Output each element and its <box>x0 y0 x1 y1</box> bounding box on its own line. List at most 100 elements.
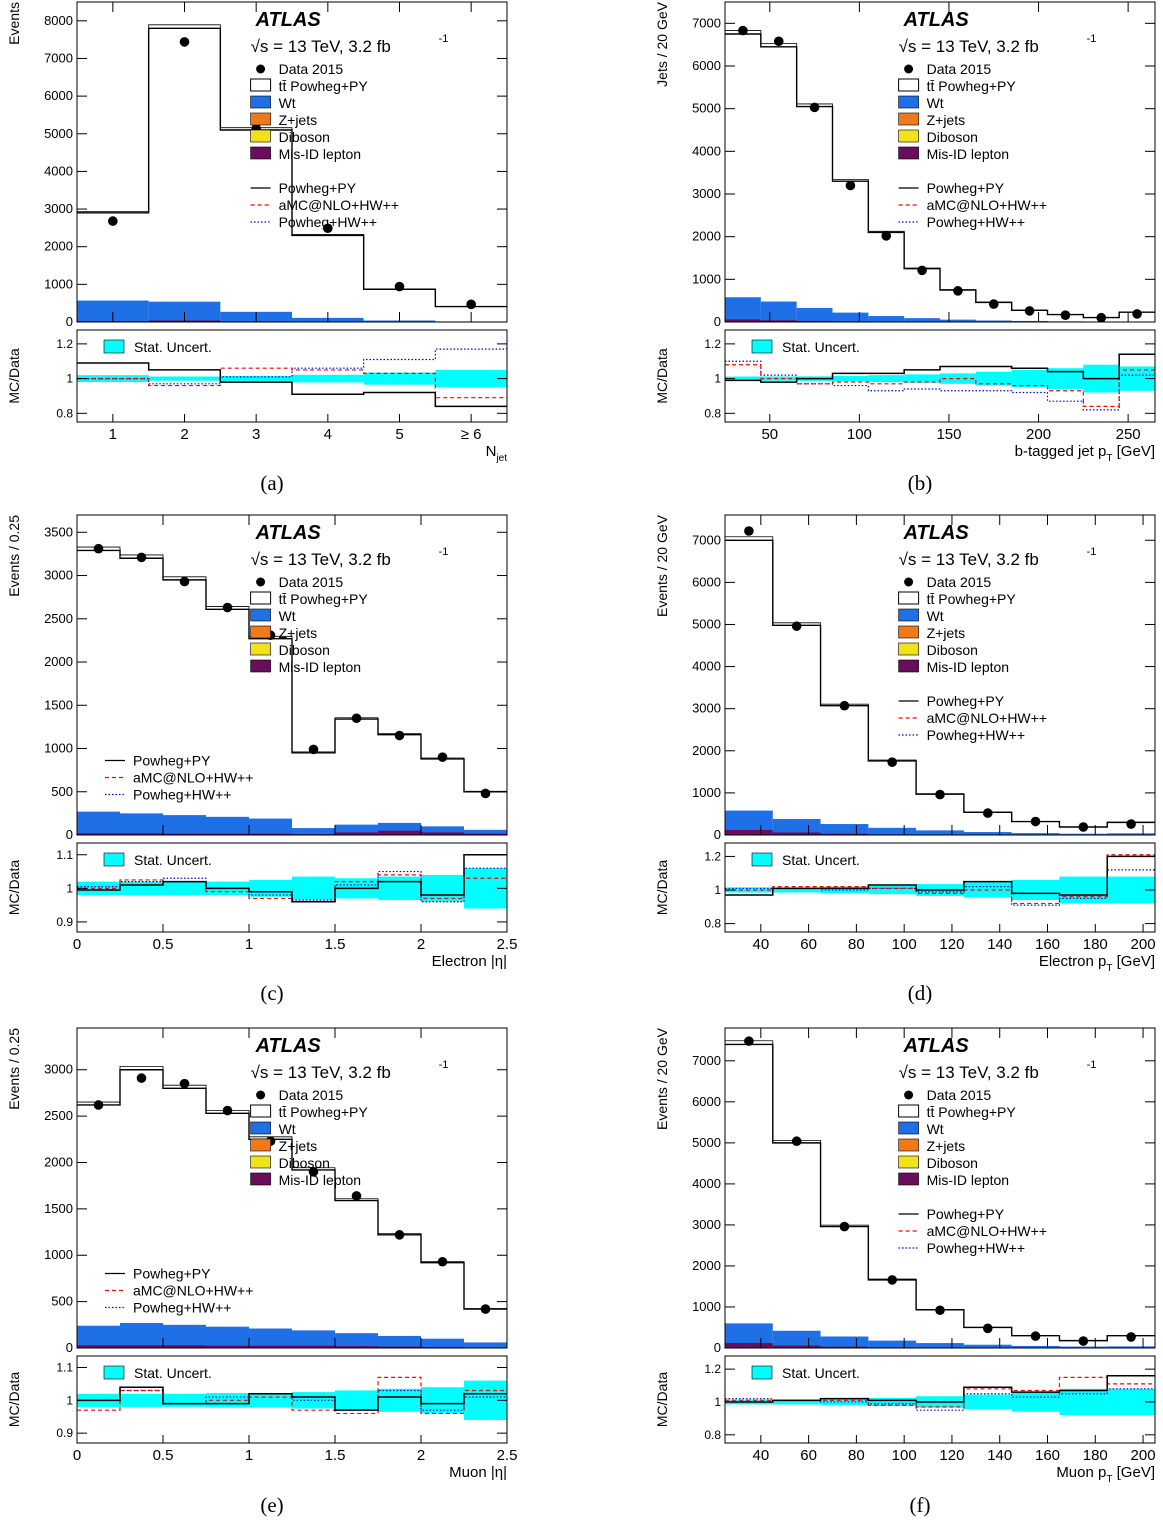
legend-label-ttbar: tt̄ Powheg+PY <box>927 1104 1017 1120</box>
legend-label-diboson: Diboson <box>927 129 978 145</box>
x-axis-label-main: Muon p <box>1056 1464 1106 1481</box>
legend-symbol-ttbar <box>250 78 272 92</box>
y-tick-label: 1000 <box>692 271 721 286</box>
wt-bar <box>163 1324 206 1348</box>
ratio-amcnlo-line <box>725 854 1155 905</box>
wt-bar <box>292 1330 335 1348</box>
ratio-y-tick-label: 0.9 <box>56 1426 73 1440</box>
ratio-frame <box>76 329 508 423</box>
stat-band <box>421 874 464 902</box>
atlas-label: ATLAS <box>255 522 322 544</box>
ratio-powheg-py-line <box>77 854 507 903</box>
misid-bar <box>772 1345 821 1348</box>
x-tick-label: 1 <box>245 936 253 953</box>
x-tick-label: 50 <box>761 426 778 443</box>
ratio-y-axis-label: MC/Data <box>654 860 670 915</box>
x-axis-label-main: Electron p <box>1039 953 1107 970</box>
ratio-frame <box>724 329 1156 423</box>
stat-band <box>220 376 292 382</box>
data-point <box>179 37 190 47</box>
legend-symbol-diboson <box>898 1155 919 1169</box>
x-axis-label: Njet <box>486 443 508 464</box>
y-tick-label: 7000 <box>692 15 721 30</box>
x-tick-label: 0.5 <box>153 936 174 953</box>
y-tick-label: 4000 <box>44 163 73 178</box>
y-tick-label: 4000 <box>692 143 721 158</box>
x-tick-label: 60 <box>800 1447 817 1464</box>
legend-symbol-ttbar <box>898 1104 920 1118</box>
x-tick-label: 120 <box>939 936 964 953</box>
wt-bar <box>820 824 869 835</box>
y-tick-label: 6000 <box>44 88 73 103</box>
stat-band <box>378 1388 421 1412</box>
legend-label-zjets: Z+jets <box>927 112 966 128</box>
ratio-powheg-py-line <box>725 353 1155 383</box>
x-axis-label-main: N <box>486 443 497 460</box>
stat-band <box>1011 369 1048 388</box>
stat-band <box>868 375 905 383</box>
y-tick-label: 3000 <box>44 201 73 216</box>
legend-label-zjets: Z+jets <box>927 625 966 641</box>
stat-band <box>421 1387 464 1414</box>
stat-band <box>1059 1388 1108 1416</box>
legend-label-wt: Wt <box>279 608 296 624</box>
wt-bar <box>249 818 292 835</box>
ratio-y-tick-label: 1 <box>66 372 73 386</box>
legend-label-misid: Mis-ID lepton <box>279 659 361 675</box>
y-tick-label: 8000 <box>44 13 73 28</box>
panel-caption: (d) <box>908 981 933 1005</box>
prediction-line-alt <box>725 1040 1155 1341</box>
legend-label-wt: Wt <box>927 608 944 624</box>
x-axis-label: b-tagged jet pT [GeV] <box>1015 443 1155 464</box>
legend-symbol-diboson <box>250 642 271 656</box>
ratio-y-tick-label: 1.1 <box>56 1360 73 1374</box>
main-pad: 0 500 1000 1500 2000 2500 3000 3500 Events / 0.2… <box>6 514 508 842</box>
energy-label: √s = 13 TeV, 3.2 fb <box>251 1063 391 1082</box>
legend-label-wt: Wt <box>927 95 944 111</box>
ratio-y-tick-label: 1 <box>66 1393 73 1407</box>
misid-bar <box>772 832 821 835</box>
x-tick-label: 2.5 <box>497 1447 518 1464</box>
energy-label: √s = 13 TeV, 3.2 fb <box>899 1063 1039 1082</box>
data-point <box>323 223 333 234</box>
wt-bar <box>1011 1345 1060 1348</box>
legend-label-misid: Mis-ID lepton <box>927 659 1009 675</box>
x-tick-label: 80 <box>848 936 865 953</box>
stat-band <box>249 1393 292 1408</box>
main-frame <box>76 1 508 323</box>
legend-symbol-zjets <box>898 1138 919 1152</box>
x-tick-label: 2.5 <box>497 936 518 953</box>
legend-symbol-stat <box>751 852 773 867</box>
prediction-line-alt <box>77 546 507 792</box>
wt-bar <box>1107 833 1155 835</box>
y-tick-label: 5000 <box>692 616 721 631</box>
legend-symbol-diboson <box>898 642 919 656</box>
legend-symbol-stat <box>751 1365 773 1380</box>
y-tick-label: 3000 <box>692 701 721 716</box>
data-point <box>887 757 898 767</box>
stat-band <box>772 1399 821 1405</box>
legend-label-wt: Wt <box>279 1121 296 1137</box>
data-point <box>394 1230 405 1240</box>
stat-band <box>378 876 421 901</box>
legend-label-powheg_py: Powheg+PY <box>927 693 1005 709</box>
stat-band <box>1047 368 1084 390</box>
ratio-y-tick-label: 1 <box>714 1395 721 1409</box>
legend-label-stat: Stat. Uncert. <box>782 339 860 355</box>
y-tick-label: 2000 <box>44 1154 73 1169</box>
main-frame <box>724 1027 1156 1349</box>
x-tick-label: 3 <box>252 426 260 443</box>
y-tick-label: 2000 <box>692 229 721 244</box>
main-pad: 0 1000 2000 3000 4000 5000 6000 7000 8000 Events A… <box>6 1 508 329</box>
misid-bar <box>206 1345 249 1348</box>
misid-bar <box>378 1346 421 1348</box>
legend-label-amcnlo: aMC@NLO+HW++ <box>133 770 253 786</box>
data-point <box>887 1275 898 1285</box>
ratio-powheg-py-line <box>725 855 1155 896</box>
ratio-y-axis-label: MC/Data <box>654 348 670 403</box>
